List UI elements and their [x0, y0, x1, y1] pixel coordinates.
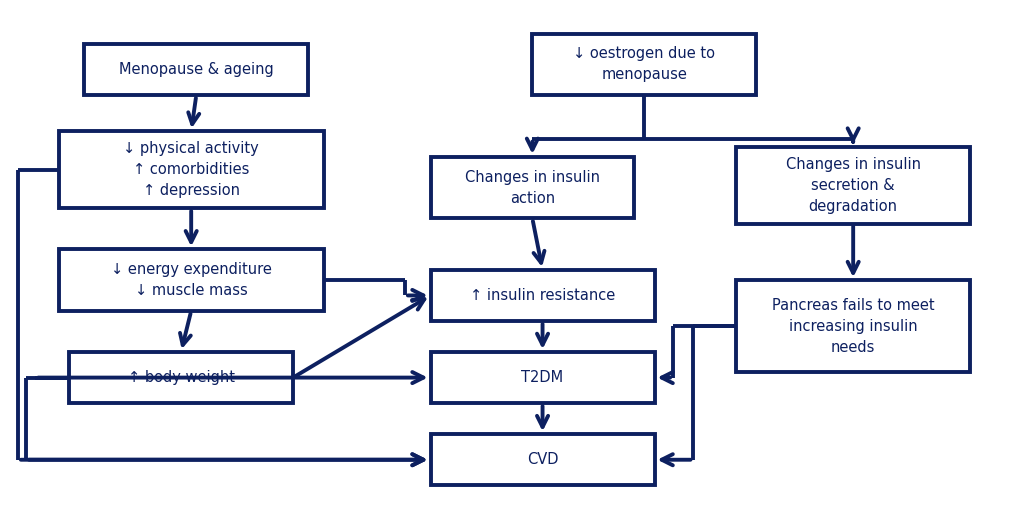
Text: ↑ body weight: ↑ body weight: [128, 370, 234, 385]
FancyBboxPatch shape: [430, 270, 654, 321]
Text: ↑ insulin resistance: ↑ insulin resistance: [470, 288, 615, 303]
Text: CVD: CVD: [526, 452, 558, 467]
FancyBboxPatch shape: [58, 249, 324, 311]
Text: T2DM: T2DM: [521, 370, 563, 385]
Text: ↓ energy expenditure
↓ muscle mass: ↓ energy expenditure ↓ muscle mass: [111, 262, 271, 298]
FancyBboxPatch shape: [84, 44, 308, 95]
FancyBboxPatch shape: [430, 434, 654, 485]
Text: ↓ oestrogen due to
menopause: ↓ oestrogen due to menopause: [573, 46, 716, 83]
FancyBboxPatch shape: [736, 146, 971, 224]
Text: Changes in insulin
action: Changes in insulin action: [465, 170, 600, 206]
Text: Changes in insulin
secretion &
degradation: Changes in insulin secretion & degradati…: [785, 157, 921, 213]
FancyBboxPatch shape: [736, 280, 971, 373]
Text: Menopause & ageing: Menopause & ageing: [119, 62, 273, 77]
FancyBboxPatch shape: [69, 352, 293, 403]
Text: Pancreas fails to meet
increasing insulin
needs: Pancreas fails to meet increasing insuli…: [772, 298, 935, 355]
FancyBboxPatch shape: [430, 157, 634, 218]
FancyBboxPatch shape: [430, 352, 654, 403]
FancyBboxPatch shape: [58, 131, 324, 208]
Text: ↓ physical activity
↑ comorbidities
↑ depression: ↓ physical activity ↑ comorbidities ↑ de…: [123, 141, 259, 198]
FancyBboxPatch shape: [532, 34, 757, 95]
